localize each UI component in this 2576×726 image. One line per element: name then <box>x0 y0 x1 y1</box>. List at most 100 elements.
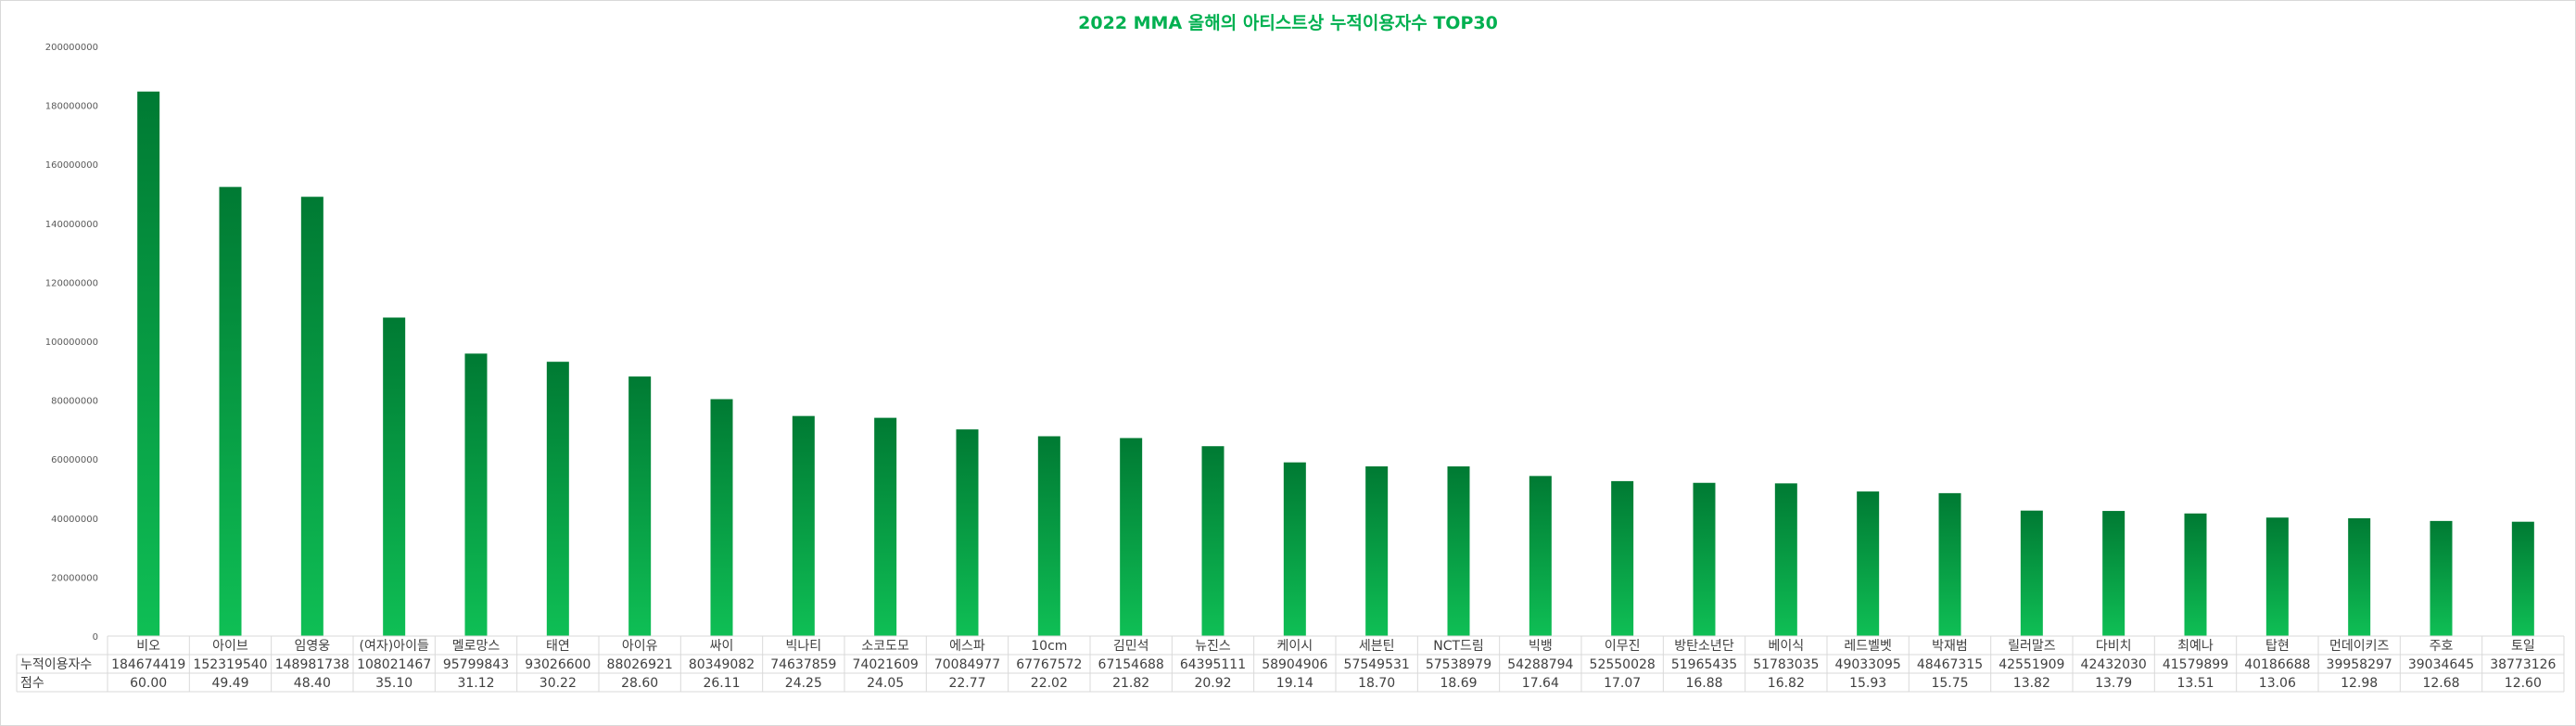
table-cell-value: 74637859 <box>770 657 836 672</box>
table-row-header: 점수 <box>20 676 44 691</box>
table-cell-value: 70084977 <box>934 657 1000 672</box>
table-cell-value: 18.69 <box>1440 676 1477 691</box>
table-cell-value: 19.14 <box>1276 676 1313 691</box>
x-category-label: 소코도모 <box>861 639 909 654</box>
table-cell-value: 57549531 <box>1344 657 1410 672</box>
bars <box>137 91 2534 637</box>
x-category-label: 빅나티 <box>786 639 822 654</box>
x-category-label: 에스파 <box>949 639 985 654</box>
table-cell-value: 26.11 <box>703 676 740 691</box>
bar <box>2511 521 2534 636</box>
x-category-label: 10cm <box>1031 639 1067 654</box>
x-category-label: 멜로망스 <box>452 639 501 654</box>
bar <box>628 376 652 636</box>
table-cell-value: 20.92 <box>1194 676 1231 691</box>
table-cell-value: 88026921 <box>607 657 673 672</box>
y-tick-label: 180000000 <box>45 102 98 112</box>
bar <box>1693 482 1716 636</box>
table-cell-value: 49.49 <box>211 676 248 691</box>
bar <box>546 362 569 636</box>
bar <box>2102 511 2126 636</box>
table-cell-value: 12.60 <box>2505 676 2542 691</box>
bar <box>1283 462 1306 636</box>
bar <box>1774 483 1797 636</box>
table-cell-value: 24.05 <box>867 676 904 691</box>
bar <box>464 353 488 636</box>
table-cell-value: 49033095 <box>1835 657 1901 672</box>
table-row-header: 누적이용자수 <box>20 657 92 672</box>
x-category-label: 먼데이키즈 <box>2329 639 2390 654</box>
table-cell-value: 41579899 <box>2163 657 2228 672</box>
bar <box>2265 517 2289 636</box>
table-cell-value: 52550028 <box>1590 657 1656 672</box>
x-category-label: NCT드림 <box>1433 639 1484 654</box>
table-cell-value: 17.64 <box>1522 676 1559 691</box>
data-table: 비오 아이브 임영웅 (여자)아이들 멜로망스 태연 아이유 싸이 빅나티 소코도모 에스파 10cm… <box>16 635 2565 693</box>
table-cell-value: 13.82 <box>2013 676 2050 691</box>
table-cell-value: 93026600 <box>525 657 590 672</box>
x-category-label: 싸이 <box>710 639 734 654</box>
bar <box>2020 510 2043 636</box>
table-cell-value: 152319540 <box>193 657 267 672</box>
table-cell-value: 148981738 <box>275 657 349 672</box>
x-category-label: 태연 <box>546 639 570 654</box>
bar <box>2430 520 2453 636</box>
x-category-label: 토일 <box>2511 639 2535 654</box>
table-cell-value: 57538979 <box>1426 657 1491 672</box>
x-category-label: 베이식 <box>1769 639 1805 654</box>
x-category-label: 빅뱅 <box>1529 639 1553 654</box>
bar <box>383 317 406 636</box>
bar <box>710 399 733 636</box>
bar <box>1611 480 1634 636</box>
x-category-label: 방탄소년단 <box>1674 639 1734 654</box>
bar <box>792 415 815 636</box>
table-cell-value: 21.82 <box>1112 676 1149 691</box>
table-cell-value: 108021467 <box>357 657 431 672</box>
table-cell-value: 184674419 <box>111 657 185 672</box>
chart-title: 2022 MMA 올해의 아티스트상 누적이용자수 TOP30 <box>1078 13 1498 33</box>
table-cell-value: 22.77 <box>948 676 985 691</box>
table-cell-value: 28.60 <box>621 676 658 691</box>
table-cell-value: 40186688 <box>2244 657 2310 672</box>
table-cell-value: 67154688 <box>1098 657 1164 672</box>
table-cell-value: 64395111 <box>1180 657 1246 672</box>
x-category-label: 임영웅 <box>295 639 331 654</box>
x-category-label: 다비치 <box>2096 639 2132 654</box>
y-tick-label: 140000000 <box>45 220 98 230</box>
table-cell-value: 13.06 <box>2259 676 2296 691</box>
table-cell-value: 38773126 <box>2490 657 2556 672</box>
table-cell-value: 80349082 <box>689 657 755 672</box>
table-cell-value: 60.00 <box>130 676 167 691</box>
x-category-label: 탑현 <box>2265 639 2290 654</box>
table-cell-value: 31.12 <box>457 676 494 691</box>
table-cell-value: 18.70 <box>1358 676 1395 691</box>
table-cell-value: 13.51 <box>2176 676 2214 691</box>
x-category-label: (여자)아이들 <box>360 639 429 654</box>
bar <box>2348 517 2371 636</box>
bar <box>1938 492 1961 636</box>
table-cell-value: 74021609 <box>853 657 919 672</box>
table-cell-value: 39958297 <box>2327 657 2392 672</box>
y-tick-label: 40000000 <box>51 515 98 525</box>
table-cell-value: 17.07 <box>1604 676 1641 691</box>
table-cell-value: 13.79 <box>2095 676 2132 691</box>
y-tick-label: 60000000 <box>51 455 98 465</box>
x-category-label: 비오 <box>136 639 160 654</box>
y-tick-label: 20000000 <box>51 573 98 583</box>
bar <box>1447 466 1470 636</box>
y-tick-label: 80000000 <box>51 397 98 407</box>
x-category-label: 케이시 <box>1277 639 1313 654</box>
table-cell-value: 95799843 <box>443 657 509 672</box>
table-cell-value: 16.88 <box>1685 676 1722 691</box>
bar <box>1529 476 1552 636</box>
bar <box>1120 438 1143 636</box>
table-cell-value: 54288794 <box>1507 657 1573 672</box>
y-tick-label: 200000000 <box>45 43 98 53</box>
table-cell-value: 24.25 <box>785 676 822 691</box>
bar <box>219 186 242 637</box>
bar <box>1365 465 1389 636</box>
x-category-label: 릴러말즈 <box>2008 639 2056 654</box>
x-category-label: 아이브 <box>212 639 248 654</box>
y-axis: 0 20000000 40000000 60000000 80000000 1000000… <box>45 43 98 643</box>
